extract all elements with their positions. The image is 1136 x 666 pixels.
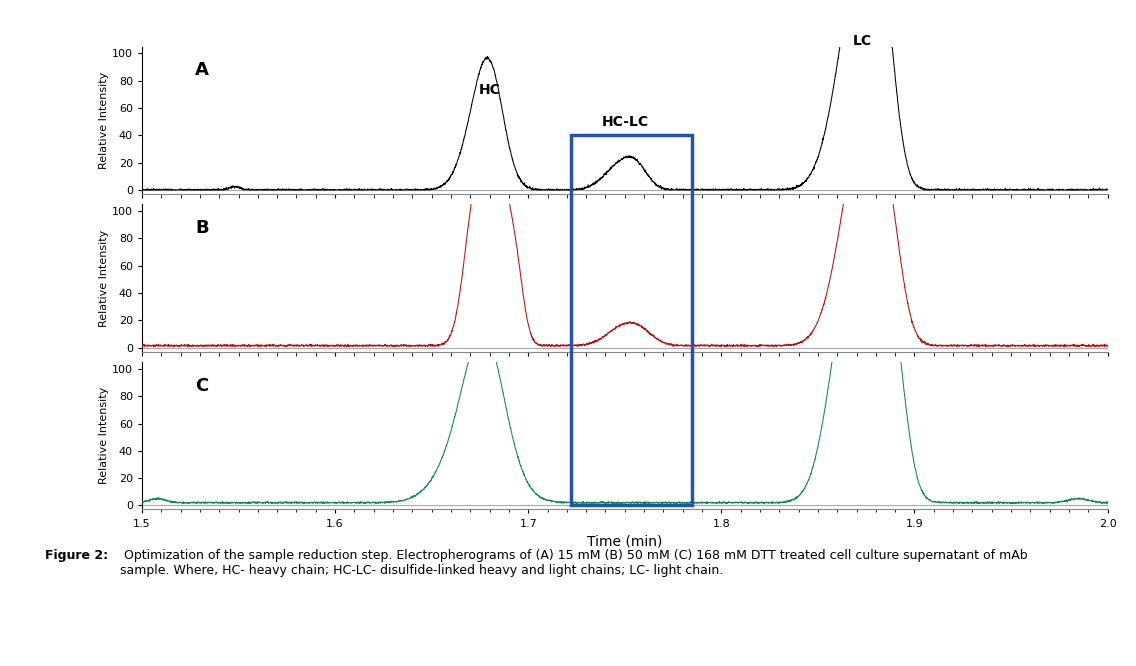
Text: C: C — [195, 377, 208, 395]
Text: Figure 2:: Figure 2: — [45, 549, 109, 563]
Y-axis label: Relative Intensity: Relative Intensity — [99, 72, 109, 169]
Text: Optimization of the sample reduction step. Electropherograms of (A) 15 mM (B) 50: Optimization of the sample reduction ste… — [120, 549, 1028, 577]
Text: HC: HC — [478, 83, 501, 97]
Text: HC-LC: HC-LC — [602, 115, 649, 129]
Text: LC: LC — [853, 34, 872, 48]
X-axis label: Time (min): Time (min) — [587, 534, 662, 548]
Text: B: B — [195, 219, 209, 237]
Y-axis label: Relative Intensity: Relative Intensity — [99, 229, 109, 327]
Text: A: A — [195, 61, 209, 79]
Y-axis label: Relative Intensity: Relative Intensity — [99, 387, 109, 484]
